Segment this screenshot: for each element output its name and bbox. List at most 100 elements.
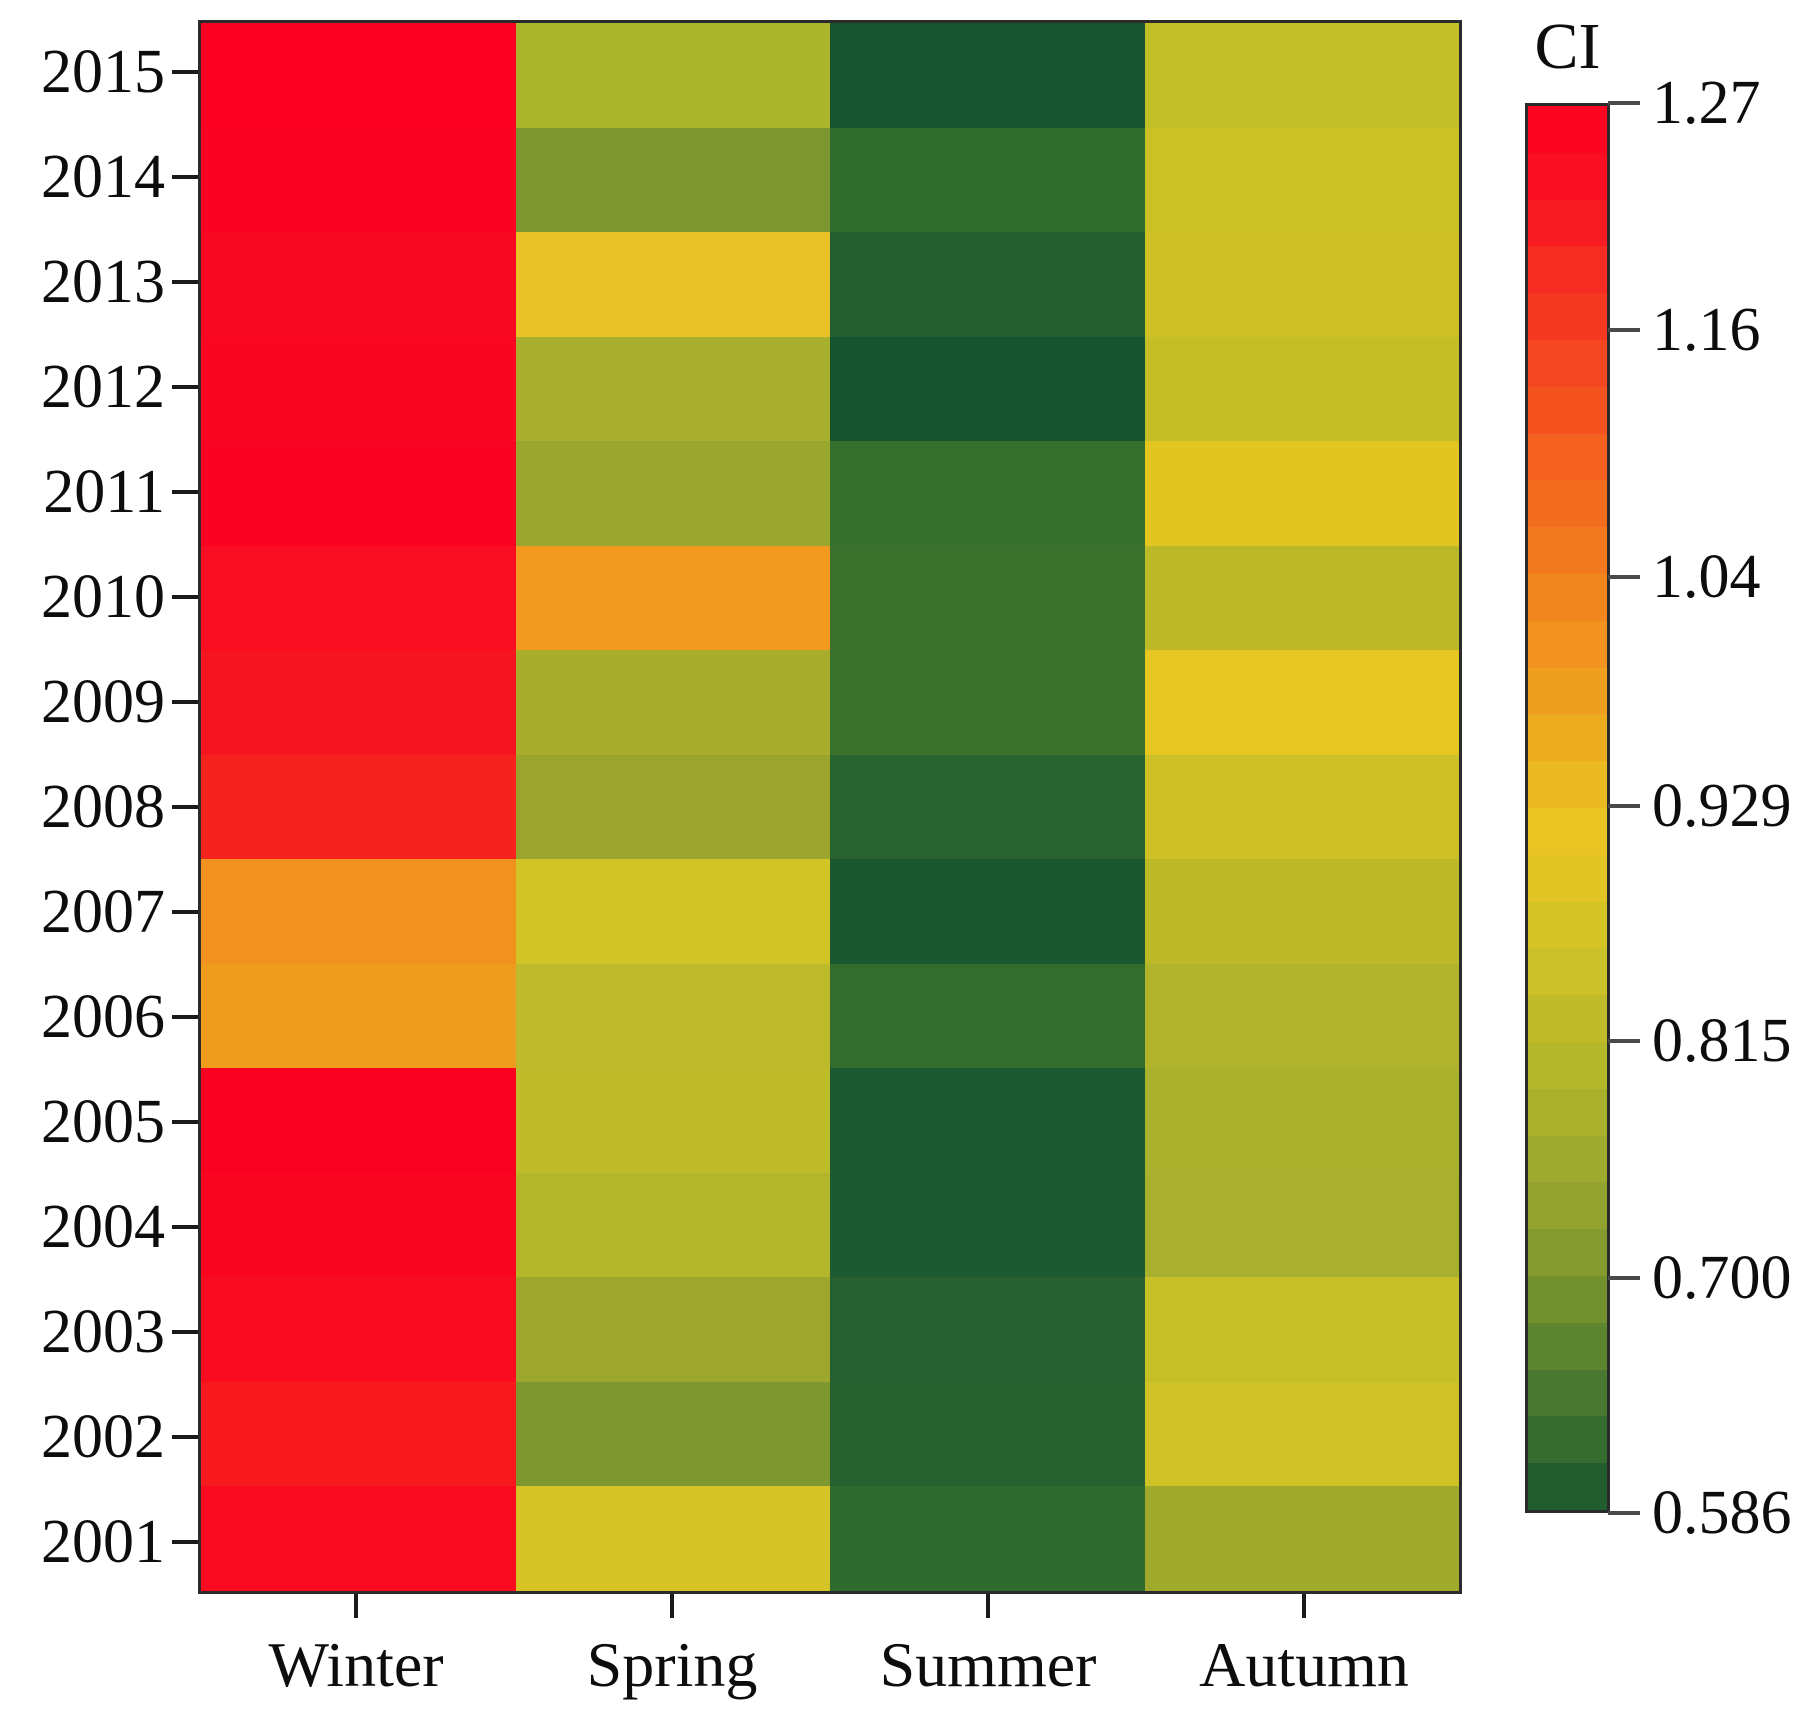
heatmap-cell	[201, 650, 516, 755]
heatmap-cell	[1144, 1068, 1459, 1173]
y-axis-tick	[172, 70, 198, 75]
heatmap-cell	[1144, 23, 1459, 128]
heatmap-cell	[515, 859, 830, 964]
heatmap-cell	[515, 650, 830, 755]
heatmap-cell	[515, 1068, 830, 1173]
heatmap-cell	[830, 545, 1145, 651]
x-axis-tick	[354, 1594, 358, 1618]
heatmap-cell	[515, 963, 830, 1069]
heatmap-cell	[1144, 1381, 1459, 1487]
colorbar-step	[1528, 246, 1607, 294]
heatmap-cell	[515, 23, 830, 128]
heatmap-cell	[515, 441, 830, 546]
colorbar-step	[1528, 386, 1607, 434]
y-tick-label: 2013	[41, 248, 165, 317]
heatmap-cell	[1144, 545, 1459, 651]
y-tick-label: 2015	[41, 38, 165, 107]
heatmap-cell	[830, 1486, 1145, 1591]
heatmap-cell	[1144, 232, 1459, 337]
colorbar-step	[1528, 106, 1607, 153]
colorbar	[1525, 103, 1610, 1513]
heatmap-grid	[198, 20, 1462, 1594]
y-tick-label: 2006	[41, 982, 165, 1051]
heatmap-cell	[201, 441, 516, 546]
heatmap-cell	[830, 1381, 1145, 1487]
heatmap-cell	[830, 1172, 1145, 1278]
heatmap-cell	[830, 754, 1145, 860]
colorbar-tick-label: 0.929	[1652, 771, 1792, 840]
y-axis-tick	[172, 595, 198, 600]
colorbar-step	[1528, 1322, 1607, 1370]
heatmap-cell	[201, 1068, 516, 1173]
y-axis-tick	[172, 490, 198, 495]
y-tick-label: 2007	[41, 877, 165, 946]
heatmap-cell	[830, 336, 1145, 442]
heatmap-cell	[830, 1277, 1145, 1382]
heatmap-cell	[201, 1172, 516, 1278]
colorbar-step	[1528, 1416, 1607, 1464]
colorbar-step	[1528, 1135, 1607, 1183]
y-axis-tick	[172, 805, 198, 809]
colorbar-tick-label: 0.700	[1652, 1244, 1792, 1312]
x-tick-label: Winter	[268, 1629, 444, 1700]
heatmap-cell	[1144, 1277, 1459, 1382]
colorbar-tick	[1608, 1276, 1640, 1280]
heatmap-cell	[515, 545, 830, 651]
y-axis-tick	[172, 280, 198, 285]
y-axis-tick	[172, 1224, 198, 1229]
heatmap-cell	[1144, 441, 1459, 546]
colorbar-step	[1528, 573, 1607, 621]
colorbar-step	[1528, 199, 1607, 247]
heatmap-cell	[1144, 754, 1459, 860]
heatmap-cell	[515, 336, 830, 442]
colorbar-tick	[1608, 575, 1640, 580]
colorbar-step	[1528, 667, 1607, 715]
heatmap-cell	[830, 963, 1145, 1069]
heatmap-cell	[201, 545, 516, 651]
y-tick-label: 2004	[41, 1192, 165, 1261]
colorbar-step	[1528, 761, 1607, 808]
colorbar-step	[1528, 807, 1607, 855]
y-axis-tick	[172, 1119, 198, 1124]
heatmap-cell	[201, 232, 516, 337]
colorbar-tick-label: 0.815	[1652, 1006, 1792, 1075]
y-tick-label: 2009	[41, 668, 165, 737]
y-tick-label: 2001	[41, 1507, 165, 1576]
heatmap-cell	[830, 232, 1145, 337]
heatmap-cell	[201, 127, 516, 233]
colorbar-step	[1528, 339, 1607, 387]
colorbar-step	[1528, 948, 1607, 996]
colorbar-title: CI	[1534, 10, 1601, 83]
y-tick-label: 2002	[41, 1402, 165, 1471]
colorbar-tick	[1608, 101, 1640, 105]
colorbar-tick-label: 1.04	[1652, 543, 1761, 612]
heatmap-cell	[515, 1277, 830, 1382]
y-axis-tick	[172, 175, 198, 180]
y-tick-label: 2005	[41, 1087, 165, 1156]
colorbar-step	[1528, 995, 1607, 1042]
colorbar-step	[1528, 480, 1607, 528]
heatmap-cell	[201, 859, 516, 964]
heatmap-cell	[201, 1486, 516, 1591]
heatmap-cell	[515, 1172, 830, 1278]
y-tick-label: 2010	[41, 563, 165, 632]
x-tick-label: Summer	[879, 1629, 1097, 1700]
colorbar-tick	[1608, 1511, 1640, 1515]
colorbar-step	[1528, 1463, 1607, 1510]
heatmap-cell	[1144, 127, 1459, 233]
y-axis-tick	[172, 1014, 198, 1019]
heatmap-cell	[1144, 650, 1459, 755]
colorbar-step	[1528, 1088, 1607, 1136]
y-axis-tick	[172, 385, 198, 390]
heatmap-cell	[515, 1381, 830, 1487]
heatmap-cell	[1144, 963, 1459, 1069]
heatmap-cell	[1144, 859, 1459, 964]
colorbar-step	[1528, 1369, 1607, 1417]
colorbar-step	[1528, 854, 1607, 902]
heatmap-cell	[1144, 1486, 1459, 1591]
heatmap-cell	[201, 754, 516, 860]
y-axis-tick	[172, 700, 198, 705]
heatmap-cell	[830, 127, 1145, 233]
y-axis-tick	[172, 909, 198, 914]
heatmap-cell	[830, 23, 1145, 128]
